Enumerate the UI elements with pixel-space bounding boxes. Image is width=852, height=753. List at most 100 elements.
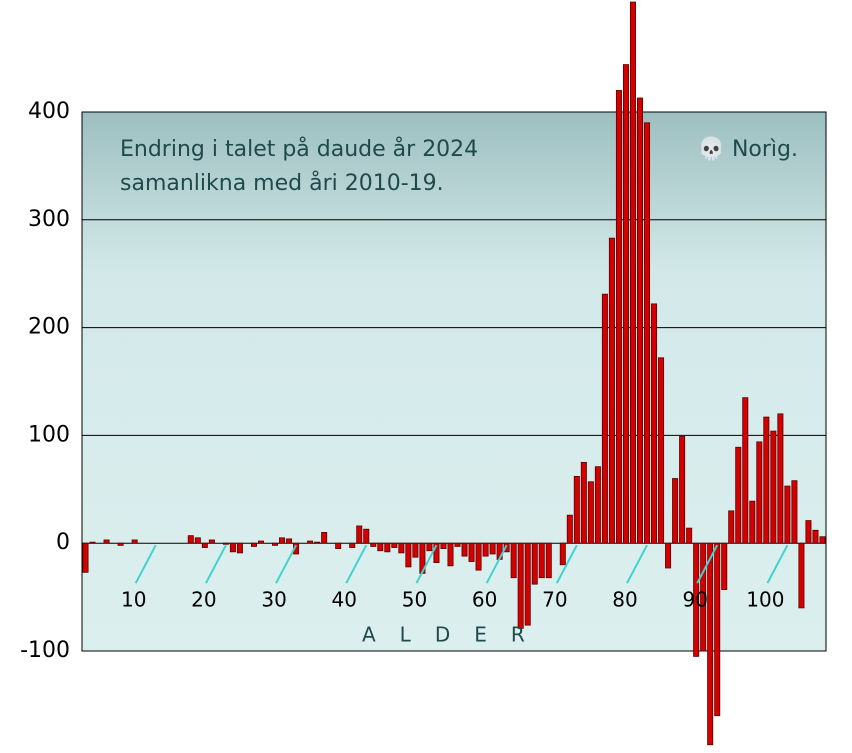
bar (412, 542, 419, 558)
bar (763, 416, 770, 544)
bar (405, 542, 412, 568)
bar (286, 538, 293, 544)
bar (672, 478, 679, 544)
bar (566, 514, 573, 544)
bar (587, 481, 594, 544)
bar (440, 542, 447, 549)
bar (798, 542, 805, 609)
bar (131, 539, 138, 544)
chart-title: Endring i talet på daude år 2024 (120, 136, 478, 162)
chart-title: samanlikna med åri 2010-19. (120, 170, 444, 196)
bar (608, 237, 615, 544)
bar (103, 539, 110, 544)
bar (208, 539, 215, 544)
bar (805, 520, 812, 544)
bar (637, 97, 644, 544)
bar (426, 542, 433, 552)
bar (356, 525, 363, 544)
bar (201, 542, 208, 548)
bar (573, 475, 580, 544)
bar (622, 64, 629, 544)
x-tick (205, 544, 227, 584)
x-tick (696, 544, 719, 584)
bar (728, 510, 735, 544)
x-tick-label: 20 (191, 588, 216, 612)
bar (601, 293, 608, 544)
bar (257, 540, 264, 544)
bar (517, 542, 524, 629)
bar (658, 357, 665, 544)
bar (250, 542, 257, 547)
bar (538, 542, 545, 579)
bar (461, 542, 468, 557)
bar (482, 542, 489, 557)
x-tick (345, 544, 368, 584)
bar (370, 542, 377, 547)
bar (398, 542, 405, 554)
bar (510, 542, 517, 579)
bar (679, 436, 686, 544)
x-tick-label: 10 (121, 588, 146, 612)
x-tick-label: 90 (682, 588, 707, 612)
bar (314, 541, 321, 544)
bar (279, 537, 286, 544)
bar (524, 542, 531, 626)
bar (363, 528, 370, 544)
bar (749, 500, 756, 544)
bar (651, 303, 658, 544)
bar (117, 542, 124, 546)
bar (686, 527, 693, 544)
bar (454, 542, 461, 547)
bar (475, 542, 482, 571)
bar (272, 542, 279, 546)
x-axis-label: ALDER (362, 623, 549, 647)
x-tick-label: 30 (261, 588, 286, 612)
bar (791, 480, 798, 544)
bar (89, 541, 96, 544)
y-tick-label: -100 (20, 638, 70, 663)
bar (194, 537, 201, 544)
x-tick (134, 544, 157, 584)
bar (665, 542, 672, 569)
bar (742, 397, 749, 544)
bar (644, 122, 651, 544)
bar (545, 542, 552, 579)
bar (187, 535, 194, 544)
bar (756, 441, 763, 544)
y-tick-label: 100 (28, 422, 70, 447)
bar (777, 413, 784, 544)
x-tick-label: 100 (746, 588, 784, 612)
y-tick-label: 300 (28, 207, 70, 232)
bar (391, 542, 398, 548)
bar (229, 542, 236, 553)
x-tick (766, 544, 789, 584)
bar (222, 542, 229, 545)
bar (721, 542, 728, 590)
bar (433, 542, 440, 564)
bar (489, 542, 496, 555)
x-tick (626, 544, 648, 584)
bar (594, 466, 601, 544)
bar (700, 542, 707, 652)
x-tick (485, 544, 508, 584)
bar (714, 542, 721, 717)
x-tick-label: 60 (472, 588, 497, 612)
x-tick (275, 544, 297, 584)
bar (693, 542, 700, 657)
bar (384, 542, 391, 553)
bar (812, 529, 819, 544)
x-tick-label: 80 (612, 588, 637, 612)
y-tick-label: 0 (56, 530, 70, 555)
annotation: 💀 Norìg. (698, 136, 798, 162)
bar (615, 90, 622, 544)
y-tick-label: 400 (28, 99, 70, 124)
bar (531, 542, 538, 585)
bar (629, 1, 636, 544)
bar (349, 542, 356, 548)
bar (784, 485, 791, 544)
bar (580, 461, 587, 544)
x-tick (415, 544, 438, 584)
x-tick-label: 50 (402, 588, 427, 612)
bar (770, 430, 777, 544)
